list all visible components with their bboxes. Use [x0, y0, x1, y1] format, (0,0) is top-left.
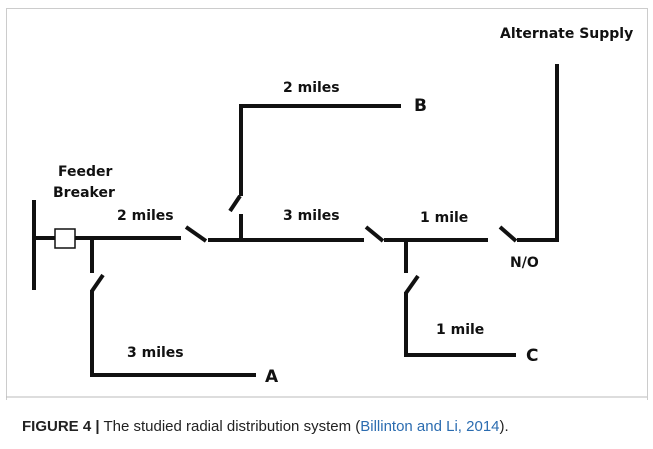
caption-label: FIGURE 4 |	[22, 418, 100, 435]
label: 1 mile	[436, 322, 484, 338]
label: 2 miles	[283, 80, 340, 96]
node-label: B	[414, 96, 427, 116]
label: 1 mile	[420, 210, 468, 226]
caption: FIGURE 4 | The studied radial distributi…	[22, 418, 509, 435]
label: Breaker	[53, 185, 115, 201]
caption-reference[interactable]: Billinton and Li, 2014	[360, 418, 500, 435]
node-label: C	[526, 346, 538, 366]
caption-text: The studied radial distribution system (	[103, 418, 361, 435]
label: 3 miles	[283, 208, 340, 224]
label: N/O	[510, 255, 539, 271]
caption-end: ).	[499, 418, 509, 435]
label: 3 miles	[127, 345, 184, 361]
wires	[32, 64, 559, 377]
frame	[6, 8, 648, 400]
node-label: A	[265, 367, 279, 387]
label: 2 miles	[117, 208, 174, 224]
label: Feeder	[58, 164, 113, 180]
label: Alternate Supply	[500, 26, 633, 42]
